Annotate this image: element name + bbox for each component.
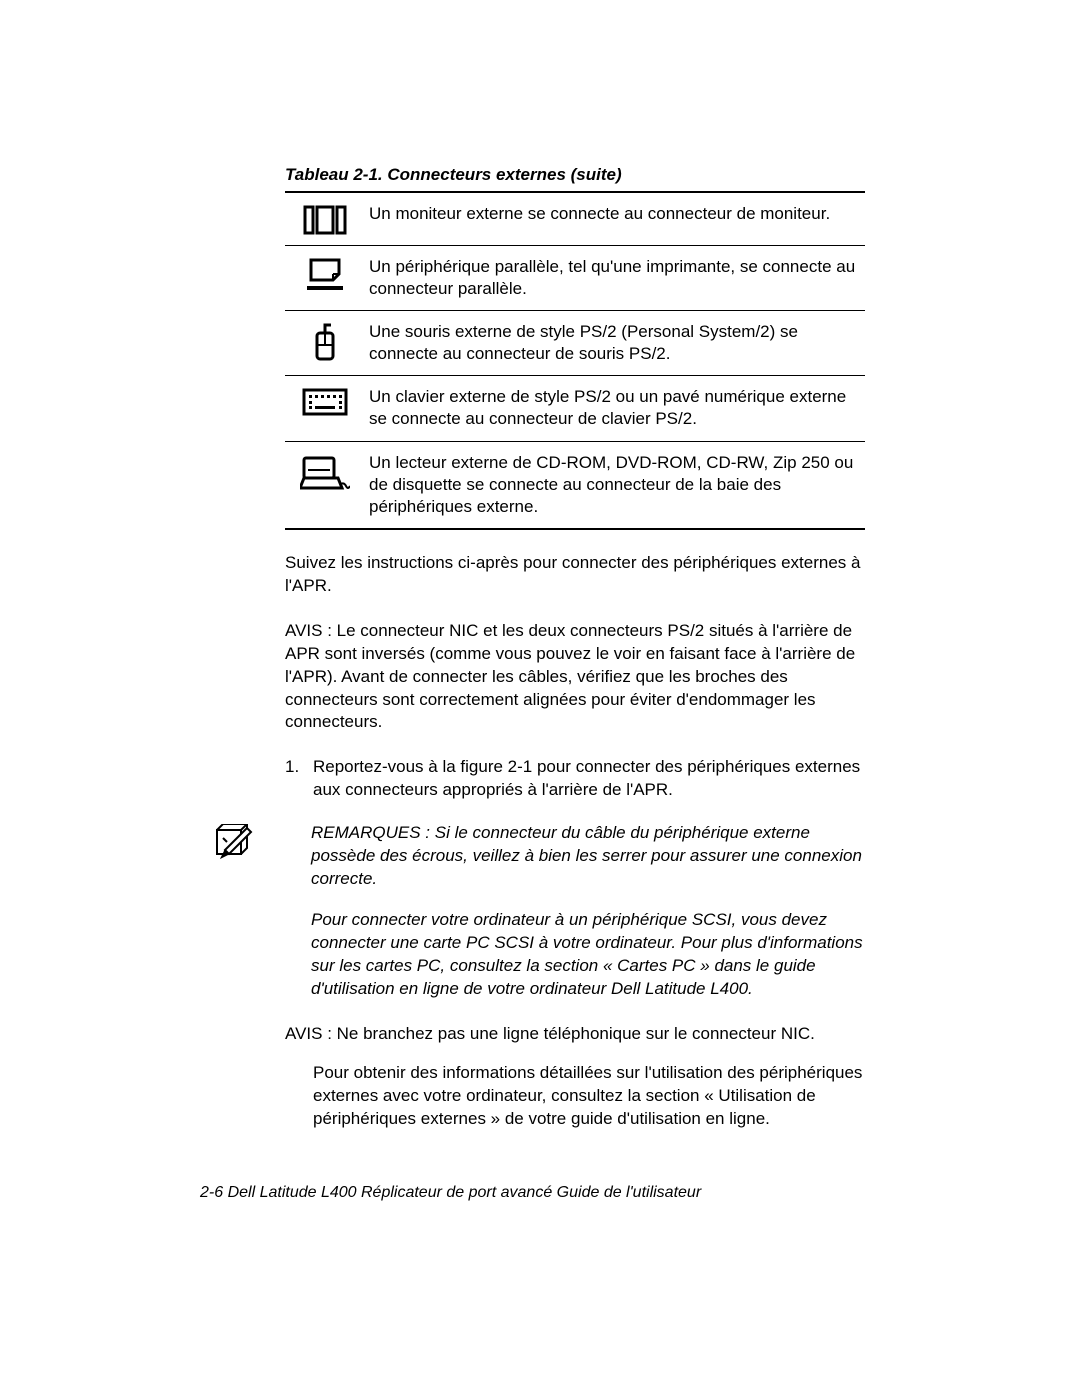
step-number: 1.	[285, 756, 313, 802]
connector-desc: Un périphérique parallèle, tel qu'une im…	[365, 256, 865, 300]
remark-block: REMARQUES : Si le connecteur du câble du…	[285, 822, 865, 1001]
table-row: Un lecteur externe de CD-ROM, DVD-ROM, C…	[285, 442, 865, 530]
step-text: Reportez-vous à la figure 2-1 pour conne…	[313, 756, 865, 802]
remark-para: Pour connecter votre ordinateur à un pér…	[311, 909, 865, 1001]
connector-desc: Un lecteur externe de CD-ROM, DVD-ROM, C…	[365, 452, 865, 518]
connector-table: Un moniteur externe se connecte au conne…	[285, 193, 865, 530]
table-row: Un moniteur externe se connecte au conne…	[285, 193, 865, 246]
keyboard-icon	[285, 386, 365, 416]
note-icon	[213, 822, 311, 1001]
table-title: Tableau 2-1. Connecteurs externes (suite…	[285, 165, 865, 193]
remark-para: REMARQUES : Si le connecteur du câble du…	[311, 822, 865, 891]
instruction-text: Suivez les instructions ci-après pour co…	[285, 552, 865, 598]
monitor-icon	[285, 203, 365, 235]
avis-text: AVIS : Le connecteur NIC et les deux con…	[285, 620, 865, 735]
table-row: Un clavier externe de style PS/2 ou un p…	[285, 376, 865, 441]
connector-desc: Un moniteur externe se connecte au conne…	[365, 203, 865, 225]
mouse-icon	[285, 321, 365, 363]
avis-text: AVIS : Ne branchez pas une ligne télépho…	[285, 1023, 865, 1046]
info-text: Pour obtenir des informations détaillées…	[313, 1062, 865, 1131]
document-page: Tableau 2-1. Connecteurs externes (suite…	[0, 0, 1080, 1397]
step-item: 1. Reportez-vous à la figure 2-1 pour co…	[285, 756, 865, 802]
table-row: Un périphérique parallèle, tel qu'une im…	[285, 246, 865, 311]
drive-icon	[285, 452, 365, 494]
page-footer: 2-6 Dell Latitude L400 Réplicateur de po…	[200, 1184, 701, 1202]
remark-text: REMARQUES : Si le connecteur du câble du…	[311, 822, 865, 1001]
parallel-icon	[285, 256, 365, 292]
connector-desc: Une souris externe de style PS/2 (Person…	[365, 321, 865, 365]
table-row: Une souris externe de style PS/2 (Person…	[285, 311, 865, 376]
connector-desc: Un clavier externe de style PS/2 ou un p…	[365, 386, 865, 430]
